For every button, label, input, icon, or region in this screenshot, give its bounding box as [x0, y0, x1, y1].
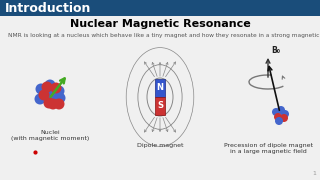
Circle shape	[42, 82, 52, 93]
Circle shape	[36, 84, 46, 95]
Circle shape	[54, 93, 66, 103]
Circle shape	[49, 96, 60, 107]
Circle shape	[39, 91, 51, 102]
Circle shape	[277, 106, 285, 114]
Text: Dipole magnet: Dipole magnet	[137, 143, 183, 148]
Circle shape	[51, 82, 61, 93]
Circle shape	[272, 108, 280, 116]
Bar	[155, 97, 165, 115]
Circle shape	[46, 87, 58, 98]
Text: N: N	[156, 84, 164, 93]
Text: 1: 1	[312, 171, 316, 176]
Circle shape	[280, 114, 288, 122]
Text: NMR is looking at a nucleus which behave like a tiny magnet and how they resonat: NMR is looking at a nucleus which behave…	[8, 33, 320, 38]
Circle shape	[53, 86, 65, 96]
Circle shape	[44, 80, 55, 91]
Circle shape	[35, 93, 45, 105]
Text: Nuclear Magnetic Resonance: Nuclear Magnetic Resonance	[70, 19, 250, 29]
Circle shape	[274, 113, 282, 121]
Circle shape	[275, 117, 283, 125]
Circle shape	[47, 98, 59, 109]
Text: B₀: B₀	[271, 46, 280, 55]
Bar	[0, 0, 320, 16]
Text: S: S	[157, 102, 163, 111]
Text: Precession of dipole magnet
in a large magnetic field: Precession of dipole magnet in a large m…	[223, 143, 313, 154]
Circle shape	[44, 98, 54, 109]
Circle shape	[53, 98, 65, 109]
Text: Introduction: Introduction	[5, 2, 92, 15]
Circle shape	[281, 110, 289, 118]
Text: Nuclei
(with magnetic moment): Nuclei (with magnetic moment)	[11, 130, 89, 141]
Circle shape	[38, 89, 50, 100]
Bar	[155, 79, 165, 97]
